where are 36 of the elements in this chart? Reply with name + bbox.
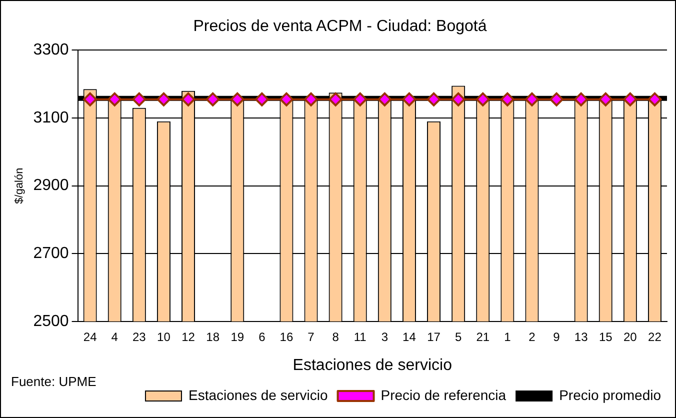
- x-tick-label: 16: [280, 330, 294, 344]
- x-tick-label: 21: [476, 330, 490, 344]
- x-tick-label: 12: [182, 330, 196, 344]
- x-tick-label: 19: [230, 330, 244, 344]
- x-tick-label: 14: [402, 330, 416, 344]
- x-tick-label: 6: [258, 330, 266, 344]
- y-tick-label: 3300: [33, 42, 69, 59]
- x-tick-label: 2: [528, 330, 536, 344]
- x-tick-label: 17: [427, 330, 441, 344]
- legend-label: Precio promedio: [559, 386, 662, 403]
- x-tick-label: 18: [206, 330, 220, 344]
- source-note: Fuente: UPME: [11, 374, 96, 389]
- x-tick-label: 20: [623, 330, 638, 344]
- x-tick-label: 7: [308, 330, 315, 344]
- x-tick-label: 5: [454, 330, 462, 344]
- x-tick-label: 22: [648, 330, 662, 344]
- x-tick-label: 1: [504, 330, 512, 344]
- legend-label: Estaciones de servicio: [188, 386, 328, 403]
- x-tick-label: 8: [332, 330, 340, 344]
- x-tick-label: 13: [574, 330, 588, 344]
- x-tick-label: 9: [553, 330, 560, 344]
- y-tick-label: 3100: [33, 109, 69, 126]
- x-tick-label: 15: [598, 330, 613, 344]
- x-tick-label: 24: [83, 330, 98, 344]
- legend-label: Precio de referencia: [380, 386, 506, 403]
- x-tick-label: 23: [132, 330, 146, 344]
- y-tick-label: 2500: [33, 312, 69, 330]
- chart-title: Precios de venta ACPM - Ciudad: Bogotá: [193, 18, 487, 36]
- x-tick-label: 11: [354, 330, 367, 344]
- x-tick-label: 10: [157, 330, 171, 344]
- x-tick-label: 4: [111, 330, 118, 344]
- x-axis-title: Estaciones de servicio: [292, 356, 452, 374]
- y-tick-label: 2900: [33, 177, 69, 194]
- y-axis-title: $/galón: [14, 168, 26, 204]
- y-tick-label: 2700: [33, 245, 69, 262]
- x-tick-label: 3: [381, 330, 388, 344]
